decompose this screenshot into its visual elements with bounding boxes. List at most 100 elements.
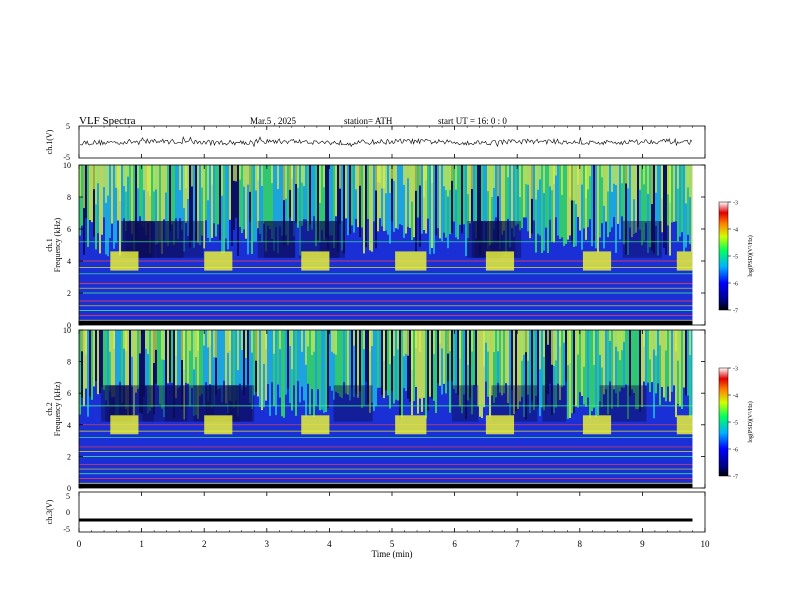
spectrogram-streak [527,165,529,232]
spectrogram-streak [339,165,341,224]
spectrogram-streak [221,165,223,254]
spectrogram-streak [93,165,95,237]
spectrogram-streak [87,330,89,417]
spectrogram-streak-top [633,165,635,200]
spectrogram-streak [465,165,467,256]
spectrogram-streak [659,330,661,405]
spectrogram-streak [675,330,677,418]
spectrogram-streak [431,165,433,249]
spectrogram-streak [563,165,565,247]
spectrogram-streak [113,330,115,397]
spectrogram-streak [131,165,133,234]
spectrogram-streak-top [415,165,417,191]
spectrogram-streak-top [589,165,591,177]
spectrogram-streak [553,330,555,414]
spectrogram-streak [429,165,431,255]
spectrogram-streak [361,330,363,409]
spectrogram-streak-top [235,165,237,182]
spectrogram-streak-top [147,165,149,192]
spectrogram-streak [179,330,181,387]
spectrogram-streak [223,330,225,381]
spectrogram-streak-top [123,165,125,187]
spectrogram-streak-top [241,330,243,351]
spectrogram-streak-top [377,165,379,182]
spectrogram-streak [117,165,119,221]
spectrogram-streak [641,330,643,408]
spectrogram-streak-top [221,165,223,196]
spectrogram-streak-top [547,330,549,345]
spectrogram-streak [653,330,655,419]
spectrogram-streak [609,165,611,233]
spectrogram-streak-top [279,330,281,350]
spectrogram-streak-top [189,330,191,351]
spectrogram-streak [493,330,495,403]
ch1-waveform-trace [79,136,693,148]
spectrogram-streak [343,330,345,382]
spectrogram-streak [125,165,127,232]
spectrogram-streak [171,165,173,225]
spectrogram-streak [431,330,433,399]
spectrogram-streak [173,165,175,245]
spectrogram-streak [611,330,613,409]
spectrogram-streak [113,165,115,249]
spectrogram-streak [387,330,389,396]
spectrogram-streak [617,330,619,408]
spectrogram-streak [439,330,441,386]
spectrogram-streak-top [379,165,381,183]
spectrogram-streak [349,330,351,401]
spectrogram-streak [161,330,163,409]
spectrogram-streak-top [537,165,539,190]
spectrogram-streak [285,330,287,395]
ch1-waveform-line [79,136,693,148]
xtick-label: 7 [515,539,520,549]
spectrogram-streak [315,165,317,247]
spectrogram-streak-top [155,330,157,350]
spectrogram-streak [407,330,409,399]
spectrogram-dark-patch [264,221,296,258]
spectrogram-streak [213,165,215,224]
spectrogram-streak-top [383,165,385,189]
spectrogram-streak [549,330,551,384]
spectrogram-streak [611,165,613,228]
spectrogram-streak [111,330,113,398]
spectrogram-streak [667,165,669,226]
spectrogram-streak [597,330,599,415]
spectrogram-streak [543,165,545,251]
spectrogram-streak [631,165,633,238]
time-axis-label: Time (min) [372,549,413,559]
ytick-label: 0 [67,484,71,493]
spectrogram-streak [647,330,649,383]
spectrogram-streak-top [685,165,687,204]
spectrogram-streak [557,165,559,236]
spectrogram-streak-top [229,330,231,351]
spectrogram-streak [241,330,243,390]
spectrogram-streak-top [667,165,669,195]
spectrogram-streak-top [567,330,569,366]
spectrogram-streak [655,165,657,226]
spectrogram-streak [411,330,413,416]
spectrogram-streak [395,330,397,400]
colorbar-tick-label: -4 [733,228,738,234]
spectrogram-streak [175,165,177,219]
spectrogram-streak [623,330,625,388]
spectrogram-streak-top [105,165,107,203]
spectrogram-streak-top [113,330,115,349]
spectrogram-streak [567,330,569,419]
spectrogram-streak [265,165,267,252]
spectrogram-streak [111,165,113,224]
spectrogram-streak [349,165,351,235]
spectrogram-streak [271,330,273,383]
spectrogram-burst [395,251,427,271]
spectrogram-burst [676,251,693,271]
spectrogram-streak-top [265,330,267,350]
spectrogram-streak [105,165,107,255]
spectrogram-dark-patch [136,221,184,258]
spectrogram-streak [257,330,259,397]
spectrogram-streak [369,330,371,413]
spectrogram-streak-top [443,165,445,187]
spectrogram-streak-top [677,165,679,189]
spectrogram-streak [427,330,429,411]
ch2-colorbar-label: log(PSD)(V²/Hz) [747,401,754,442]
spectrogram-streak [505,330,507,384]
spectrogram-streak [625,330,627,385]
